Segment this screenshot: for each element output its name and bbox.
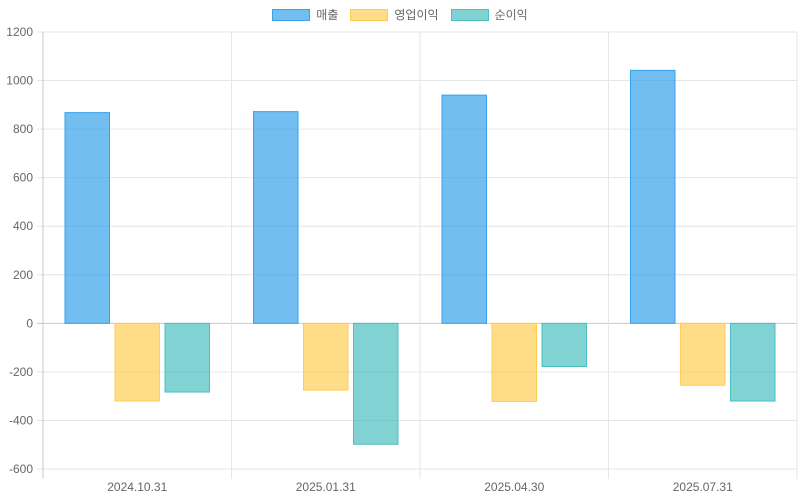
y-tick-label: -200 [9,365,33,379]
legend-swatch-operating-profit [350,8,389,21]
bar [114,322,160,402]
legend-item-revenue[interactable]: 매출 [272,6,338,23]
legend-item-net-income[interactable]: 순이익 [450,6,528,23]
bar [680,322,726,386]
y-tick-label: 600 [13,171,33,185]
bar [303,322,349,391]
x-axis-ticks: 2024.10.31 2025.01.31 2025.04.30 2025.07.31 [107,480,733,494]
x-tick-label: 2025.07.31 [673,480,733,494]
bar [541,322,587,368]
legend-label-net-income: 순이익 [494,8,528,22]
x-tick-label: 2024.10.31 [107,480,167,494]
grid-lines [37,31,798,479]
legend-swatch-revenue [272,8,311,21]
bar [353,322,399,445]
bars-group [64,69,776,445]
y-tick-label: 1000 [6,74,33,88]
y-tick-label: 1200 [6,25,33,39]
x-tick-label: 2025.01.31 [296,480,356,494]
y-tick-label: 800 [13,122,33,136]
legend-label-revenue: 매출 [316,8,339,22]
legend-label-operating-profit: 영업이익 [394,8,439,22]
bar [730,322,776,402]
x-tick-label: 2025.04.30 [484,480,544,494]
bar [441,94,487,324]
chart-legend: 매출 영업이익 순이익 [0,6,800,23]
bar [630,69,676,324]
y-axis-ticks: -600 -400 -200 0 200 400 600 800 1000 1200 [6,25,33,476]
legend-item-operating-profit[interactable]: 영업이익 [350,6,439,23]
y-tick-label: -400 [9,413,33,427]
y-tick-label: -600 [9,462,33,476]
bar [64,112,110,324]
legend-swatch-net-income [450,8,489,21]
bar [164,322,210,393]
bar [491,322,537,403]
y-tick-label: 400 [13,219,33,233]
bar [253,111,299,324]
y-tick-label: 200 [13,268,33,282]
y-tick-label: 0 [26,316,33,330]
